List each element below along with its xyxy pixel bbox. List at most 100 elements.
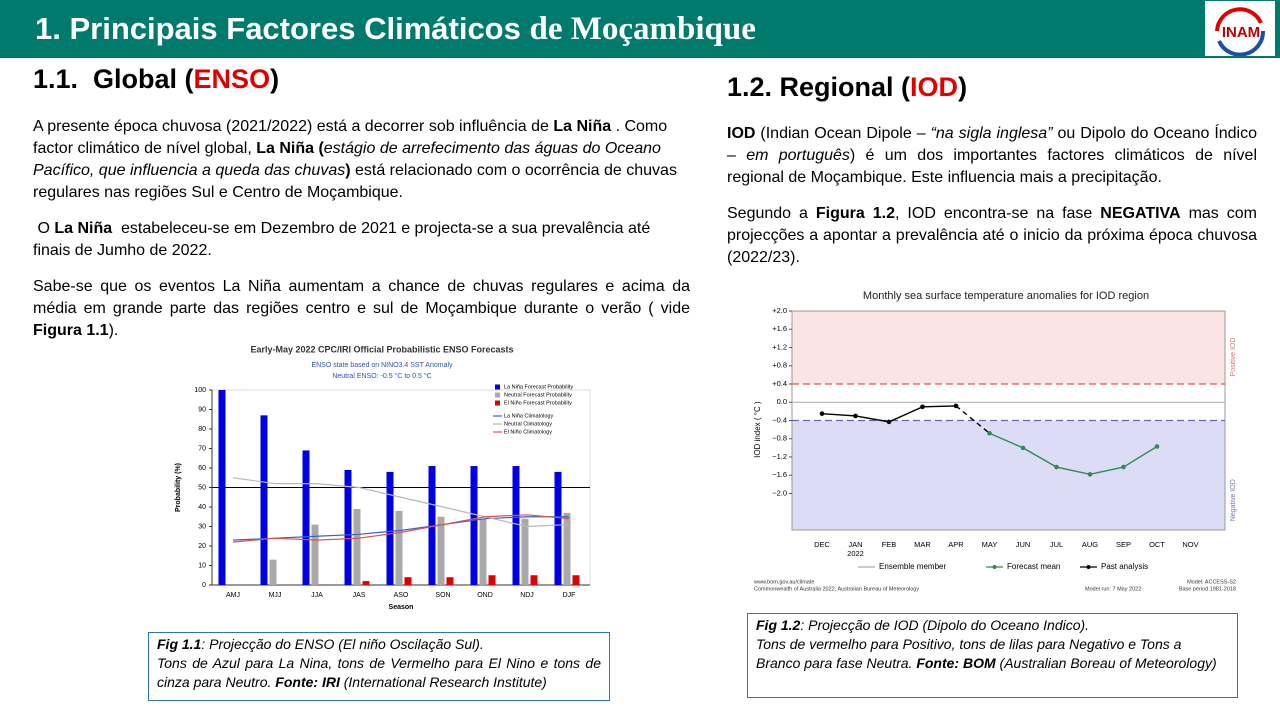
- region-label: Positive IOD: [1230, 338, 1237, 377]
- series-point: [1020, 445, 1026, 451]
- y-tick-label: 80: [198, 426, 206, 433]
- y-tick-label: 100: [194, 387, 206, 394]
- legend-label: El Niño Climatology: [504, 429, 552, 435]
- bar: [563, 512, 571, 585]
- slide-title: 1. Principais Factores Climáticos de Moç…: [35, 11, 756, 48]
- x-tick-label: APR: [948, 540, 964, 549]
- heading-text: ): [958, 72, 968, 102]
- y-tick-label: 30: [198, 523, 206, 530]
- text-run: Figura 1.2: [815, 205, 896, 222]
- caption-line: Tons de vermelho para Positivo, tons de …: [756, 635, 1229, 673]
- legend-label: La Niña Climatology: [504, 413, 553, 419]
- bar: [353, 508, 361, 585]
- legend-marker: [1086, 565, 1091, 569]
- legend-label: Forecast mean: [1007, 562, 1060, 571]
- text-run: Fig 1.1: [157, 636, 202, 652]
- y-tick-label: 0: [202, 582, 206, 589]
- series-point: [853, 413, 858, 419]
- bar: [521, 518, 529, 585]
- legend-label: La Niña Forecast Probability: [504, 384, 573, 390]
- x-tick-label: ASO: [394, 592, 409, 599]
- x-tick-label: JUN: [1016, 540, 1031, 549]
- legend-marker: [992, 565, 997, 569]
- bar: [404, 577, 412, 585]
- y-tick-label: +2.0: [772, 306, 787, 315]
- logo: INAM: [1205, 1, 1275, 57]
- text-run: : Projecção de IOD (Dipolo do Oceano Ind…: [800, 617, 1090, 633]
- y-tick-label: −0.4: [772, 415, 787, 424]
- text-run: Sabe-se que os eventos La Niña aumentam …: [33, 278, 695, 317]
- x-tick-label: DJF: [563, 592, 576, 599]
- text-run: (Australian Boreau of Meteorology): [995, 655, 1217, 671]
- bar: [269, 559, 277, 585]
- bar: [260, 415, 268, 585]
- title-text: 1. Principais Factores Climáticos: [35, 11, 521, 46]
- y-tick-label: +1.2: [772, 342, 787, 351]
- bar: [488, 575, 496, 585]
- figure-caption: Fig 1.2: Projecção de IOD (Dipolo do Oce…: [747, 613, 1238, 698]
- text-run: La Niña (: [256, 140, 324, 157]
- region-label: Negative IOD: [1230, 479, 1237, 521]
- bar: [344, 469, 352, 585]
- series-point: [819, 411, 825, 416]
- text-run: “na sigla inglesa”: [930, 125, 1053, 142]
- y-tick-label: 40: [198, 504, 206, 511]
- heading-text: IOD: [910, 72, 959, 102]
- y-tick-label: 70: [198, 445, 206, 452]
- x-tick-label: JAS: [353, 592, 366, 599]
- text-run: (International Research Institute): [339, 674, 547, 690]
- heading-text: 1.2. Regional (: [727, 72, 911, 102]
- connector: [955, 405, 990, 434]
- bar: [302, 450, 310, 585]
- positive-region: [792, 311, 1225, 384]
- text-run: ).: [108, 322, 119, 339]
- bar: [362, 581, 370, 585]
- y-axis-label: Probability (%): [175, 463, 182, 512]
- chart-subtitle: Neutral ENSO: -0.5 °C to 0.5 °C: [332, 372, 431, 380]
- y-tick-label: 20: [198, 543, 206, 550]
- text-run: NEGATIVA: [1100, 205, 1181, 222]
- x-axis-label: Season: [389, 604, 414, 611]
- text-run: O: [33, 220, 55, 237]
- series-point: [1054, 464, 1059, 470]
- header-bar: 1. Principais Factores Climáticos de Moç…: [0, 0, 1280, 58]
- x-tick-label: SON: [435, 592, 450, 599]
- left-text: A presente época chuvosa (2021/2022) est…: [33, 116, 690, 356]
- text-run: (Indian Ocean Dipole –: [755, 125, 931, 142]
- logo-graphic: INAM: [1215, 7, 1266, 57]
- negative-region: [792, 420, 1225, 530]
- text-run: : Projecção do ENSO (El niño Oscilação S…: [201, 636, 484, 652]
- series-point: [987, 430, 992, 436]
- bar: [437, 516, 445, 585]
- series-line: [989, 432, 1158, 476]
- x-tick-sublabel: 2022: [847, 549, 864, 558]
- text-run: Fig 1.2: [756, 617, 801, 633]
- legend-swatch: [495, 384, 500, 390]
- text-run: ) é um dos importantes factores climátic…: [727, 147, 1262, 186]
- chart-subtitle: ENSO state based on NINO3.4 SST Anomaly: [311, 362, 453, 369]
- text-run: IOD: [727, 125, 756, 142]
- chart-note: Model run: 7 May 2022: [1085, 586, 1141, 592]
- bar: [395, 510, 403, 585]
- bar: [446, 577, 454, 585]
- legend-swatch: [495, 400, 500, 406]
- x-tick-label: OND: [477, 592, 493, 599]
- logo-text: INAM: [1222, 24, 1260, 41]
- section-heading: 1.1. Global (ENSO): [33, 64, 279, 95]
- paragraph: O La Niña estabeleceu-se em Dezembro de …: [33, 218, 690, 262]
- text-run: estágio de arrefecimento das águas do Oc…: [33, 140, 666, 179]
- right-text: IOD (Indian Ocean Dipole – “na sigla ing…: [727, 123, 1257, 283]
- x-tick-label: FEB: [882, 540, 897, 549]
- series-point: [1121, 464, 1126, 470]
- paragraph: A presente época chuvosa (2021/2022) est…: [33, 116, 690, 204]
- y-tick-label: 10: [198, 562, 206, 569]
- y-tick-label: 50: [198, 484, 206, 491]
- text-run: Fonte: IRI: [275, 674, 340, 690]
- bar: [554, 471, 562, 585]
- y-tick-label: +1.6: [772, 324, 787, 333]
- enso-chart: Early-May 2022 CPC/IRI Official Probabil…: [150, 340, 615, 622]
- chart-title: Monthly sea surface temperature anomalie…: [863, 290, 1149, 302]
- text-run: ou Dipolo do Oceano Índico –: [727, 125, 1262, 164]
- x-tick-label: AMJ: [226, 592, 240, 599]
- heading-text: ): [270, 64, 280, 94]
